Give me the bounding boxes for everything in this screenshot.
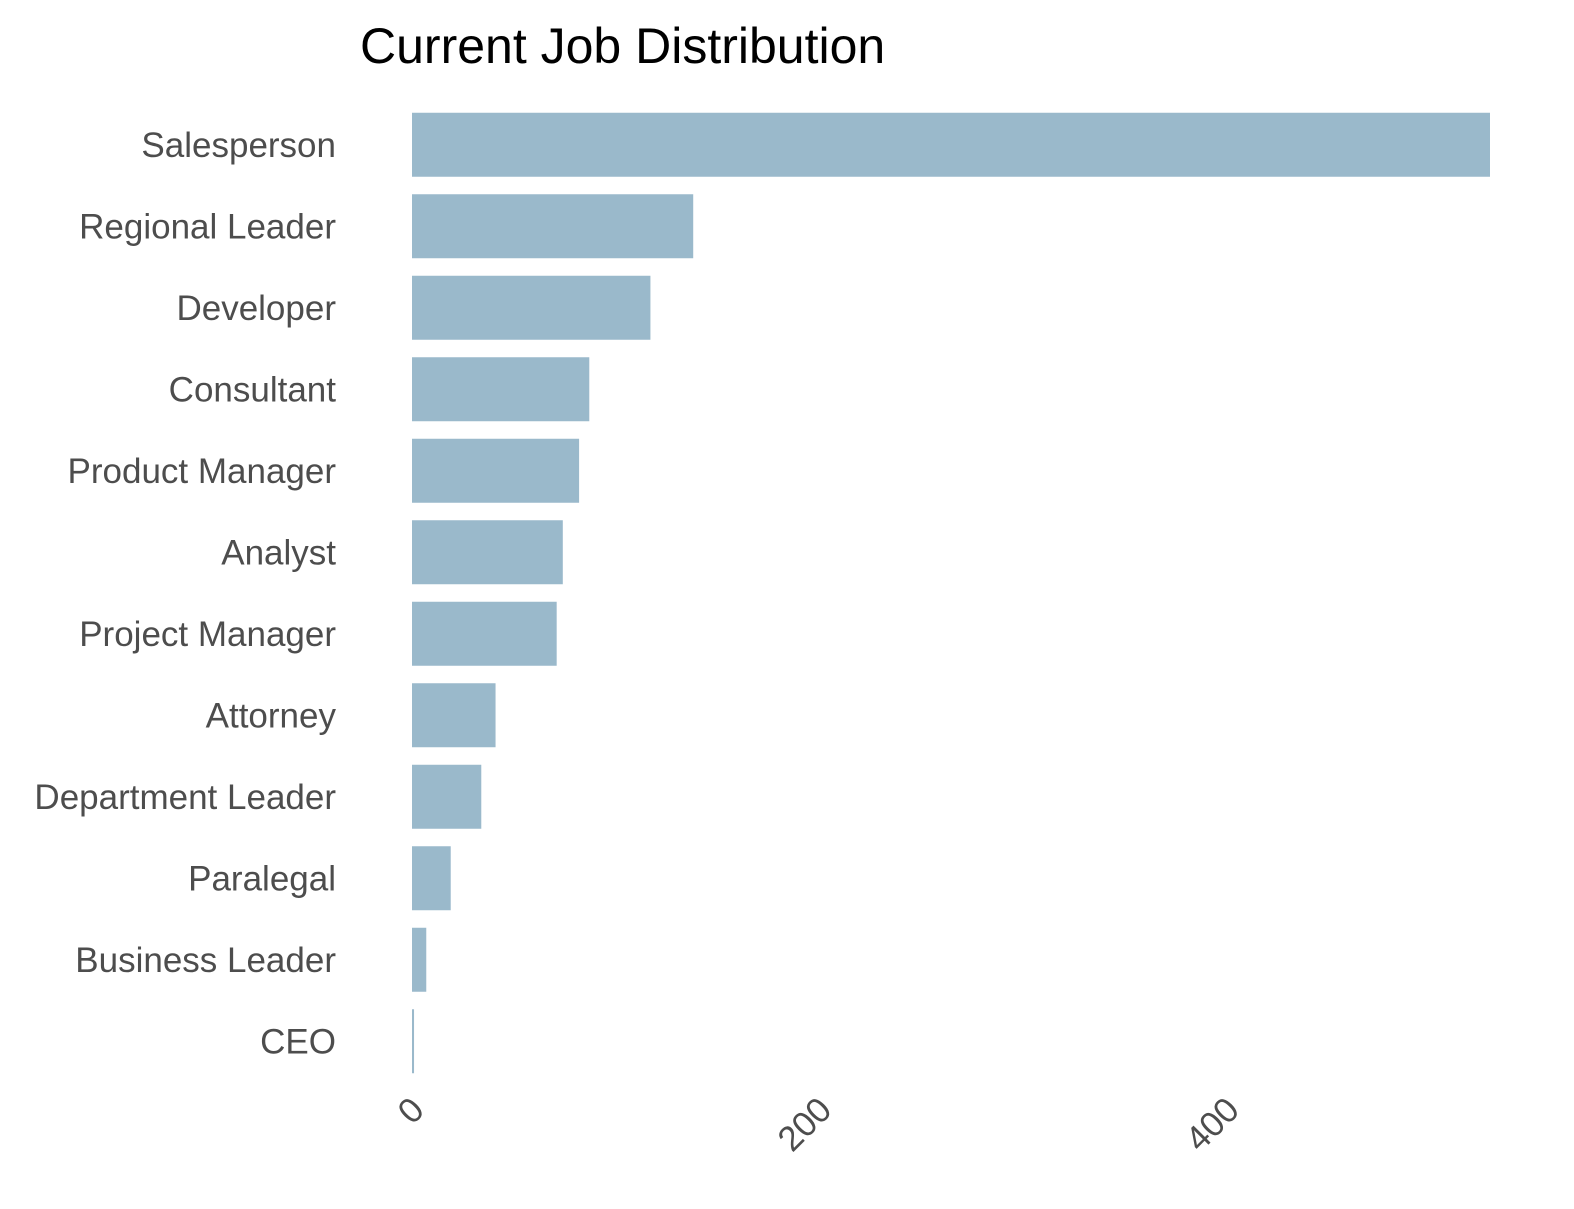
bar	[412, 357, 590, 422]
bar	[412, 112, 1490, 177]
category-label: Department Leader	[34, 778, 336, 817]
category-label: Analyst	[221, 533, 336, 572]
bar	[412, 438, 580, 503]
category-label: Consultant	[169, 370, 337, 409]
category-labels: Salesperson Regional Leader Developer Consu…	[34, 126, 336, 1062]
category-label: Project Manager	[79, 615, 336, 654]
x-tick-label: 200	[770, 1090, 839, 1159]
bar	[412, 520, 563, 585]
bars-group	[412, 112, 1490, 1074]
x-tick-label: 400	[1178, 1090, 1247, 1159]
bar	[412, 1009, 415, 1074]
bar	[412, 764, 482, 829]
category-label: Salesperson	[141, 126, 336, 165]
category-label: CEO	[260, 1022, 336, 1061]
category-label: Regional Leader	[79, 207, 336, 246]
category-label: Business Leader	[75, 941, 336, 980]
bar	[412, 194, 694, 259]
x-tick-label: 0	[390, 1090, 431, 1131]
chart-title: Current Job Distribution	[360, 18, 885, 74]
category-label: Attorney	[206, 696, 337, 735]
bar	[412, 846, 451, 911]
category-label: Paralegal	[188, 859, 336, 898]
bar	[412, 683, 496, 748]
bar	[412, 927, 427, 992]
x-axis-tick-labels: 0 200 400	[390, 1090, 1246, 1159]
category-label: Product Manager	[68, 452, 337, 491]
bar	[412, 601, 557, 666]
bar	[412, 275, 651, 340]
category-label: Developer	[176, 289, 336, 328]
